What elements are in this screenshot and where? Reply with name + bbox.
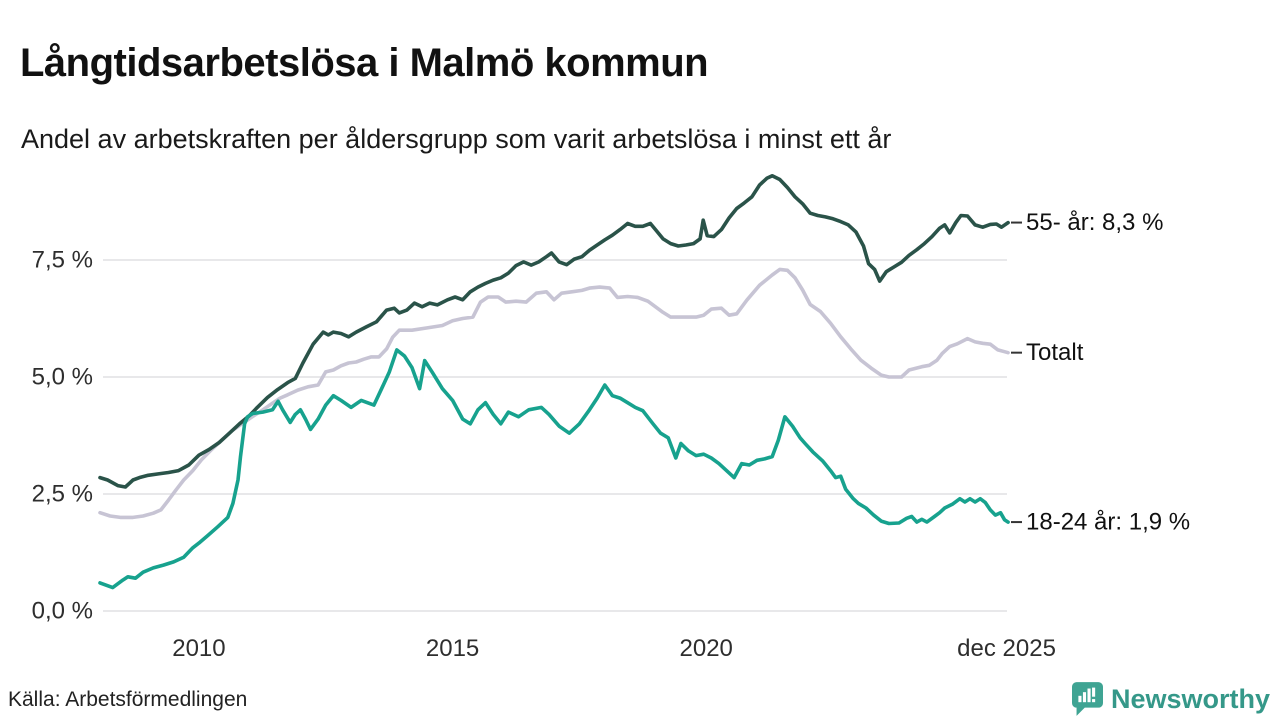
x-tick-label: 2020 xyxy=(680,635,733,662)
series-line-55-ar xyxy=(98,173,1010,489)
x-tick-label: 2010 xyxy=(172,635,225,662)
y-tick-label: 2,5 % xyxy=(32,481,93,508)
x-tick-label: dec 2025 xyxy=(957,635,1056,662)
y-tick-label: 5,0 % xyxy=(32,364,93,391)
newsworthy-icon xyxy=(1071,682,1103,716)
series-end-label-totalt: Totalt xyxy=(1026,339,1084,366)
line-chart: 0,0 % 2,5 % 5,0 % 7,5 % 2010 2015 2020 dec 2025… xyxy=(32,173,1190,662)
chart-subtitle: Andel av arbetskraften per åldersgrupp s… xyxy=(21,124,892,154)
newsworthy-logo: Newsworthy xyxy=(1071,682,1270,716)
newsworthy-wordmark: Newsworthy xyxy=(1110,683,1270,714)
y-tick-label: 0,0 % xyxy=(32,598,93,625)
chart-title: Långtidsarbetslösa i Malmö kommun xyxy=(20,40,709,85)
x-tick-label: 2015 xyxy=(426,635,479,662)
y-tick-label: 7,5 % xyxy=(32,247,93,274)
series-end-label-18-24-ar: 18-24 år: 1,9 % xyxy=(1026,509,1190,536)
source-note: Källa: Arbetsförmedlingen xyxy=(8,688,248,711)
series-line-18-24-ar xyxy=(98,348,1010,590)
series-end-label-55-ar: 55- år: 8,3 % xyxy=(1026,209,1163,236)
newsworthy-icon-bars xyxy=(1078,687,1096,703)
